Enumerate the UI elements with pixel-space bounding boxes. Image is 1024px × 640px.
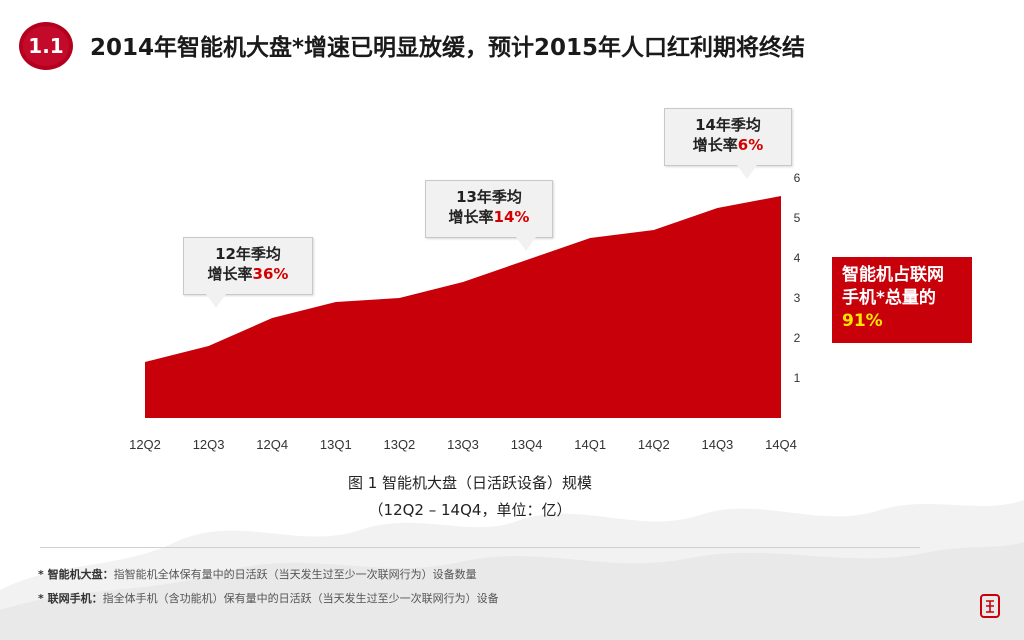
y-tick-label: 6 xyxy=(794,171,801,185)
callout-2012: 12年季均 增长率36% xyxy=(183,237,313,308)
callout-2014-line1: 14年季均 xyxy=(695,116,761,134)
x-tick-label: 14Q4 xyxy=(765,437,797,452)
x-tick-label: 14Q1 xyxy=(574,437,606,452)
callout-2012-tail xyxy=(206,294,226,308)
callout-2012-prefix: 增长率 xyxy=(207,265,253,283)
y-tick-label: 1 xyxy=(794,371,801,385)
callout-2013-prefix: 增长率 xyxy=(448,208,494,226)
callout-2013: 13年季均 增长率14% xyxy=(425,180,553,251)
x-tick-label: 13Q4 xyxy=(511,437,543,452)
x-tick-label: 12Q3 xyxy=(193,437,225,452)
y-tick-label: 5 xyxy=(794,211,801,225)
x-tick-label: 12Q4 xyxy=(256,437,288,452)
x-tick-label: 14Q3 xyxy=(701,437,733,452)
share-box-value: 91% xyxy=(842,311,883,331)
callout-2014-rate: 6% xyxy=(737,136,764,154)
y-tick-label: 2 xyxy=(794,331,801,345)
share-box-line2: 手机*总量的 xyxy=(842,288,936,308)
area-series xyxy=(145,196,781,418)
chart-caption-unit: （12Q2 – 14Q4，单位：亿） xyxy=(368,501,572,519)
section-badge: 1.1 xyxy=(16,20,76,72)
share-box-line1: 智能机占联网 xyxy=(842,265,944,285)
footnote-text: 指全体手机（含功能机）保有量中的日活跃（当天发生过至少一次联网行为）设备 xyxy=(102,592,499,605)
y-tick-label: 4 xyxy=(794,251,801,265)
callout-2012-rate: 36% xyxy=(252,265,289,283)
callout-2013-line1: 13年季均 xyxy=(456,188,522,206)
footnote-smartphone-base: * 智能机大盘：指智能机全体保有量中的日活跃（当天发生过至少一次联网行为）设备数… xyxy=(38,566,477,582)
section-number: 1.1 xyxy=(28,34,64,58)
callout-2014-prefix: 增长率 xyxy=(692,136,738,154)
y-tick-label: 3 xyxy=(794,291,801,305)
footnote-term: * 联网手机： xyxy=(38,592,103,605)
x-tick-label: 12Q2 xyxy=(129,437,161,452)
seal-stamp-icon xyxy=(980,594,1000,618)
red-seal-circle-icon xyxy=(19,22,73,70)
x-tick-label: 13Q1 xyxy=(320,437,352,452)
x-tick-label: 13Q2 xyxy=(383,437,415,452)
footnote-term: * 智能机大盘： xyxy=(38,568,114,581)
callout-2012-line1: 12年季均 xyxy=(215,245,281,263)
chart-caption-title: 图 1 智能机大盘（日活跃设备）规模 xyxy=(347,474,593,492)
ink-mountain-icon xyxy=(0,500,1024,640)
callout-2013-tail xyxy=(516,237,536,251)
callout-2014-tail xyxy=(737,165,757,179)
footnote-connected-phones: * 联网手机：指全体手机（含功能机）保有量中的日活跃（当天发生过至少一次联网行为… xyxy=(38,590,499,606)
smartphone-share-box: 智能机占联网 手机*总量的 91% xyxy=(832,257,972,343)
page-title: 2014年智能机大盘*增速已明显放缓，预计2015年人口红利期将终结 xyxy=(90,35,806,61)
x-tick-label: 14Q2 xyxy=(638,437,670,452)
footnote-divider xyxy=(40,547,920,548)
callout-2013-rate: 14% xyxy=(493,208,530,226)
x-tick-label: 13Q3 xyxy=(447,437,479,452)
callout-2014: 14年季均 增长率6% xyxy=(664,108,792,179)
footnote-text: 指智能机全体保有量中的日活跃（当天发生过至少一次联网行为）设备数量 xyxy=(113,568,477,581)
